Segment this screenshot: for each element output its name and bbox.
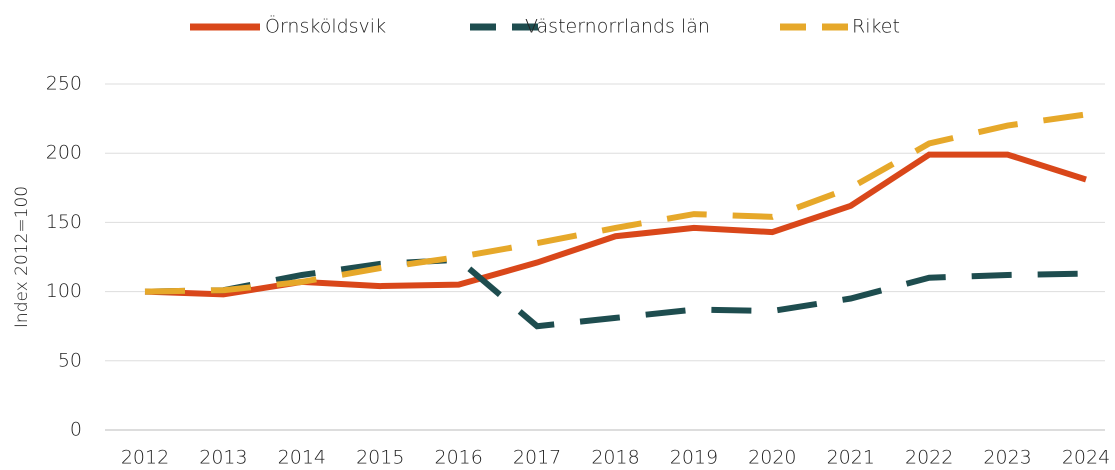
x-tick-label: 2024 bbox=[1062, 447, 1110, 469]
y-tick-label: 250 bbox=[46, 73, 82, 95]
y-axis-label: Index 2012=100 bbox=[12, 186, 32, 328]
y-tick-label: 0 bbox=[70, 419, 82, 441]
line-series bbox=[144, 111, 1087, 295]
x-tick-label: 2018 bbox=[591, 447, 639, 469]
line-series bbox=[144, 256, 1087, 330]
x-tick-label: 2022 bbox=[905, 447, 953, 469]
x-tick-label: 2012 bbox=[121, 447, 169, 469]
x-tick-label: 2019 bbox=[670, 447, 718, 469]
y-tick-label: 200 bbox=[46, 142, 82, 164]
x-tick-label: 2023 bbox=[983, 447, 1031, 469]
y-tick-label: 150 bbox=[46, 211, 82, 233]
x-tick-label: 2015 bbox=[356, 447, 404, 469]
x-tick-label: 2014 bbox=[278, 447, 326, 469]
legend-label: Örnsköldsvik bbox=[265, 15, 386, 38]
x-tick-label: 2017 bbox=[513, 447, 561, 469]
line-series bbox=[144, 151, 1087, 298]
y-tick-label: 100 bbox=[46, 280, 82, 302]
legend-label: Riket bbox=[852, 16, 900, 38]
y-tick-label: 50 bbox=[58, 349, 82, 371]
x-tick-label: 2013 bbox=[199, 447, 247, 469]
x-tick-label: 2021 bbox=[827, 447, 875, 469]
legend-label: Västernorrlands län bbox=[525, 16, 710, 38]
x-tick-label: 2016 bbox=[434, 447, 482, 469]
x-tick-label: 2020 bbox=[748, 447, 796, 469]
